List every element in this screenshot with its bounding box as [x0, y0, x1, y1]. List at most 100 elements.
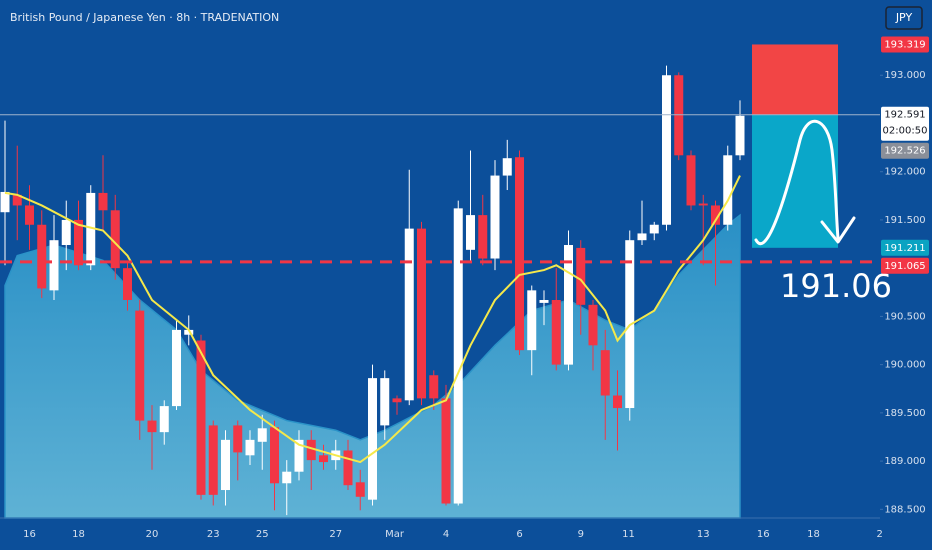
y-tick-label: 188.500: [884, 504, 925, 515]
x-tick-label: 18: [72, 529, 85, 540]
candle-body: [49, 240, 59, 291]
candle-body: [368, 378, 377, 500]
candle-body: [490, 175, 500, 259]
candle-body: [74, 219, 83, 266]
plot-area: [0, 65, 745, 519]
x-tick-label: 23: [207, 529, 220, 540]
candle-body: [392, 398, 402, 403]
countdown-label: 02:00:50: [883, 126, 928, 137]
price-label: 191.065: [884, 261, 925, 272]
x-tick-label: 9: [578, 529, 584, 540]
candle-body: [294, 439, 304, 472]
currency-button[interactable]: [885, 6, 923, 30]
candle-body: [686, 155, 696, 206]
candle-body: [539, 299, 549, 303]
candle-body: [257, 428, 267, 442]
drawn-arrow-head: [820, 216, 856, 244]
target-annotation: 191.06: [780, 267, 892, 305]
candle-body: [723, 155, 733, 225]
candle-body: [380, 378, 390, 426]
x-tick-label: 11: [622, 529, 635, 540]
candle-body: [172, 329, 181, 407]
candle-body: [98, 192, 108, 211]
candle-body: [576, 247, 586, 305]
candle-body: [208, 425, 218, 495]
candle-body: [515, 157, 524, 351]
y-tick-label: 189.500: [884, 408, 925, 419]
price-label-box: [881, 142, 929, 159]
candle-body: [355, 482, 365, 497]
candle-body: [551, 299, 561, 365]
y-tick-label: 190.500: [884, 311, 925, 322]
candle-body: [86, 192, 96, 266]
y-tick-label: 191.500: [884, 215, 925, 226]
price-label: 191.211: [884, 243, 925, 254]
drawn-arrow: [754, 119, 840, 245]
candle-body: [662, 75, 671, 225]
moving-average-line: [4, 175, 741, 464]
candle-body: [282, 471, 292, 484]
x-tick-label: 16: [23, 529, 36, 540]
y-tick-label: 189.000: [884, 456, 925, 467]
x-tick-label: 4: [443, 529, 449, 540]
x-tick-label: 27: [329, 529, 342, 540]
x-tick-label: 18: [807, 529, 820, 540]
candle-body: [417, 228, 426, 399]
candle-body: [588, 304, 598, 346]
chart-title: British Pound / Japanese Yen · 8h · TRAD…: [10, 11, 279, 24]
price-label: 193.319: [884, 39, 925, 50]
y-tick-label: 192.000: [884, 167, 925, 178]
candle-body: [123, 268, 132, 300]
price-label: 192.591: [884, 110, 925, 121]
candle-body: [600, 350, 610, 396]
price-label: 192.526: [884, 146, 925, 157]
candle-body: [564, 245, 573, 365]
y-tick-label: 193.000: [884, 70, 925, 81]
candle-body: [613, 395, 622, 409]
candle-body: [453, 208, 463, 504]
x-tick-label: 13: [697, 529, 710, 540]
candle-body: [649, 224, 659, 234]
candle-body: [147, 420, 157, 433]
candle-body: [735, 115, 745, 156]
candle-body: [61, 219, 71, 246]
candle-body: [233, 425, 243, 453]
candle-body: [270, 427, 279, 484]
candle-body: [527, 290, 537, 351]
candle-body: [711, 205, 720, 225]
candle-body: [37, 224, 47, 289]
candle-body: [698, 203, 708, 206]
candle-body: [674, 75, 684, 156]
currency-label[interactable]: JPY: [895, 11, 913, 24]
candle-body: [637, 233, 647, 241]
x-tick-label: 25: [256, 529, 269, 540]
candle-body: [159, 406, 169, 433]
candle-body: [25, 205, 34, 225]
x-tick-label: Mar: [385, 529, 405, 540]
candle-body: [429, 375, 439, 399]
candle-body: [478, 215, 488, 259]
candle-body: [221, 439, 230, 491]
candle-body: [502, 158, 512, 176]
candle-body: [404, 228, 414, 401]
candle-body: [135, 310, 145, 421]
candle-body: [319, 455, 328, 463]
candle-body: [196, 340, 206, 495]
x-tick-label: 20: [146, 529, 159, 540]
x-tick-label: 2: [876, 529, 882, 540]
candle-body: [343, 450, 353, 486]
candle-body: [441, 398, 451, 504]
price-label-box: [881, 239, 929, 256]
candle-body: [0, 191, 10, 213]
candle-body: [245, 439, 255, 456]
x-tick-label: 16: [757, 529, 770, 540]
price-label-box: [881, 106, 929, 141]
candle-body: [110, 210, 120, 269]
candle-body: [184, 329, 194, 335]
y-tick-label: 190.000: [884, 360, 925, 371]
position-stop-zone: [752, 44, 838, 115]
x-tick-label: 6: [516, 529, 522, 540]
candle-body: [12, 194, 22, 206]
candle-body: [306, 439, 316, 461]
